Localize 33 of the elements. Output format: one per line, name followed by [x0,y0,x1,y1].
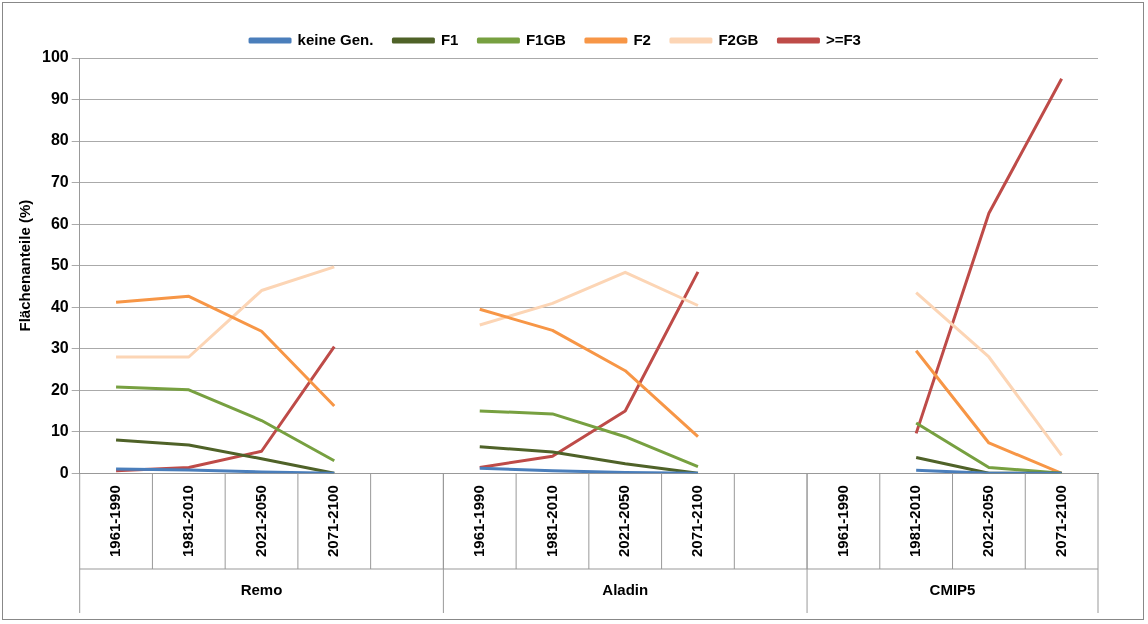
y-tick-label: 0 [59,463,69,481]
y-tick-label: 80 [50,131,69,149]
x-tick-label: 1981-2010 [542,485,560,557]
x-tick-label: 2071-2100 [688,485,706,557]
legend-label: >=F3 [825,30,861,48]
x-tick-label: 2071-2100 [324,485,342,557]
y-tick-label: 30 [50,339,69,357]
x-tick-label: 1981-2010 [906,485,924,557]
y-tick-label: 70 [50,172,69,190]
x-tick-label: 1961-1990 [469,485,487,557]
text: Remo [240,581,283,599]
text: Aladin [602,581,649,599]
y-axis-title: Flächenanteile (%) [16,199,34,332]
x-tick-label: 2021-2050 [615,485,633,557]
legend-label: F2GB [718,30,759,48]
y-tick-label: 60 [50,214,69,232]
x-tick-label: 2071-2100 [1051,485,1069,557]
legend-label: keine Gen. [297,30,374,48]
legend-label: F1 [440,30,459,48]
text: CMIP5 [929,581,976,599]
x-tick-label: 1981-2010 [178,485,196,557]
y-tick-label: 50 [50,256,69,274]
y-tick-label: 40 [50,297,69,315]
y-tick-label: 10 [50,422,69,440]
y-tick-label: 100 [41,48,69,66]
x-tick-label: 2021-2050 [251,485,269,557]
y-tick-label: 90 [50,89,69,107]
legend-label: F1GB [525,30,567,48]
x-tick-label: 2021-2050 [979,485,997,557]
y-tick-label: 20 [50,380,69,398]
x-tick-label: 1961-1990 [106,485,124,557]
x-tick-label: 1961-1990 [833,485,851,557]
legend-label: F2 [633,30,651,48]
